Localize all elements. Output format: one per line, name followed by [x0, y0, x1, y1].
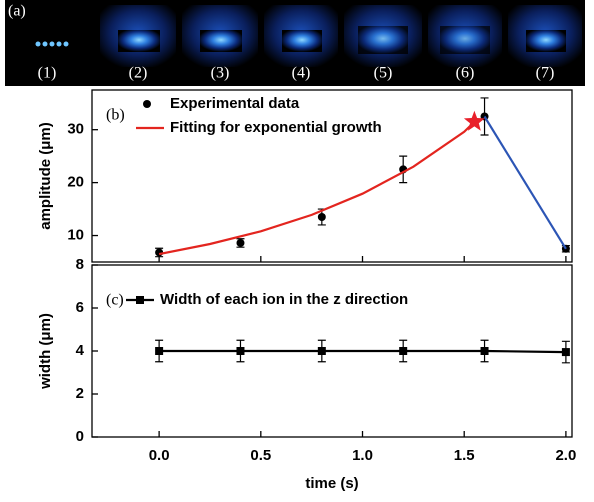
legend-label: Experimental data [170, 95, 300, 112]
y-tick-label: 4 [76, 342, 85, 359]
legend-marker [143, 100, 151, 108]
x-tick-label: 2.0 [555, 447, 576, 464]
frame-label: (1) [38, 65, 57, 82]
panel-label: (c) [106, 292, 124, 309]
legend-label: Width of each ion in the z direction [160, 291, 408, 308]
data-point [155, 347, 163, 355]
data-point [236, 239, 244, 247]
frames [36, 5, 583, 67]
y-axis-label: width (μm) [37, 313, 54, 390]
x-axis-label: time (s) [305, 475, 358, 492]
data-point [562, 348, 570, 356]
data-point [318, 213, 326, 221]
plot-frame [92, 90, 572, 262]
series-line [159, 122, 474, 254]
x-tick-label: 0.5 [250, 447, 271, 464]
y-tick-label: 30 [67, 121, 84, 138]
figure: (a) (1)(2)(3)(4)(5)(6)(7)102030amplitude… [0, 0, 594, 502]
legend-label: Fitting for exponential growth [170, 119, 382, 136]
frame-label: (7) [536, 65, 555, 82]
y-tick-label: 0 [76, 428, 84, 445]
y-tick-label: 2 [76, 385, 84, 402]
data-point [236, 347, 244, 355]
frame-label: (4) [292, 65, 311, 82]
data-point [318, 347, 326, 355]
panel-label: (b) [106, 107, 125, 124]
y-tick-label: 20 [67, 174, 84, 191]
y-tick-label: 8 [76, 256, 84, 273]
series-line [485, 117, 566, 249]
frame-label: (2) [129, 65, 148, 82]
frame-label: (3) [211, 65, 230, 82]
panel-label: (a) [8, 3, 26, 20]
series-line [159, 351, 566, 352]
x-tick-label: 1.0 [352, 447, 373, 464]
x-tick-label: 1.5 [454, 447, 475, 464]
y-axis-label: amplitude (μm) [37, 122, 54, 230]
frame-label: (5) [374, 65, 393, 82]
legend-marker [136, 296, 144, 304]
data-point [481, 347, 489, 355]
y-tick-label: 10 [67, 227, 84, 244]
data-point [399, 347, 407, 355]
y-tick-label: 6 [76, 299, 84, 316]
x-tick-label: 0.0 [149, 447, 170, 464]
frame-label: (6) [456, 65, 475, 82]
